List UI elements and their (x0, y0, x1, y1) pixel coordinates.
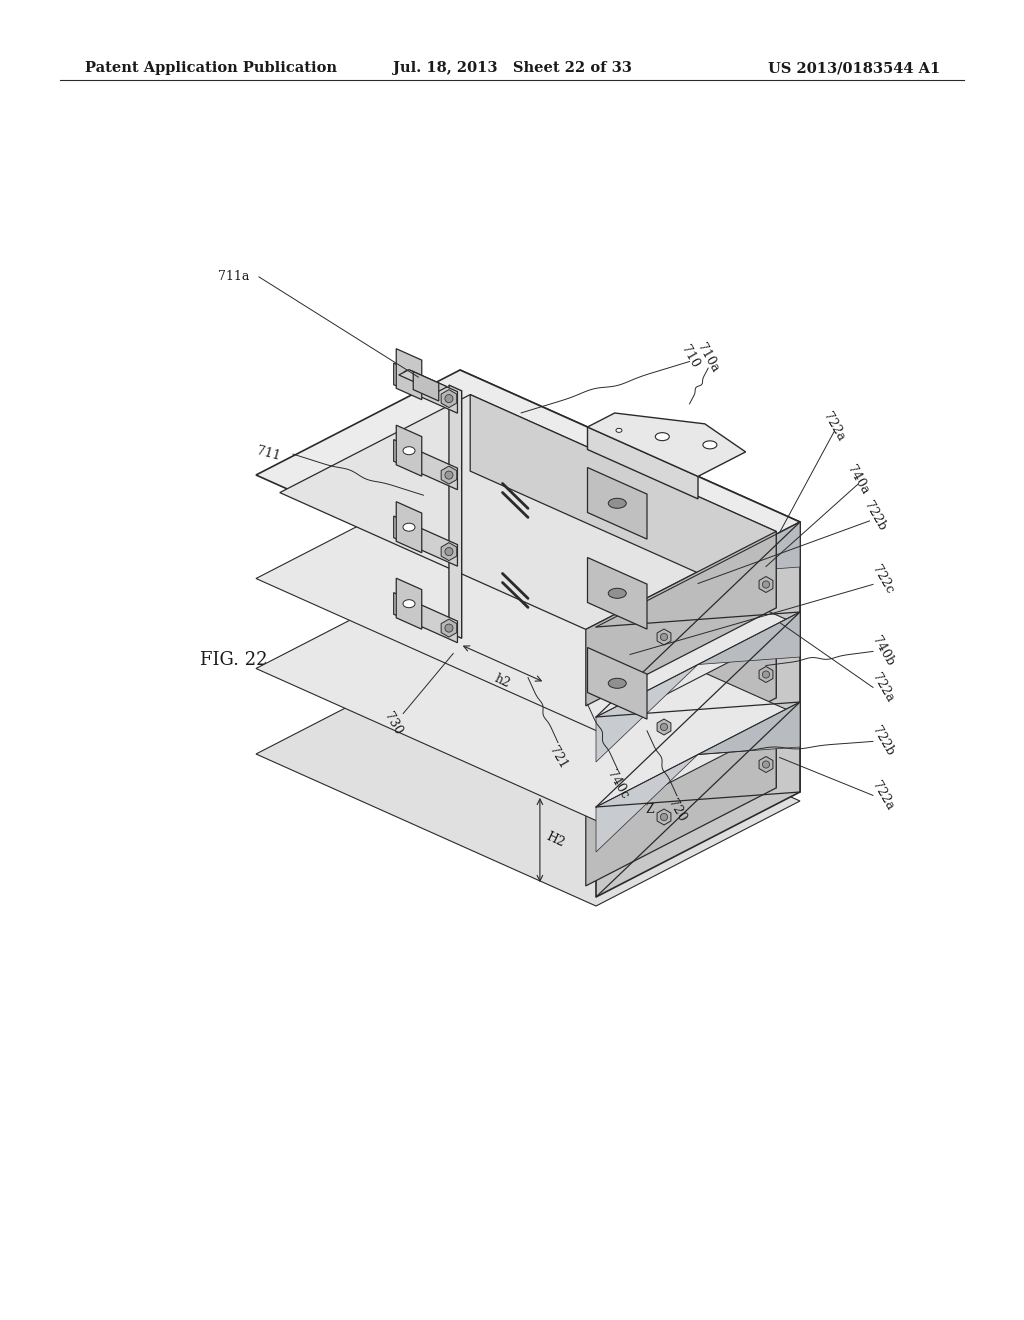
Text: 711a: 711a (218, 271, 250, 284)
Polygon shape (256, 564, 800, 821)
Polygon shape (657, 809, 671, 825)
Polygon shape (396, 578, 422, 630)
Text: 740c: 740c (604, 768, 631, 801)
Polygon shape (460, 370, 800, 792)
Polygon shape (596, 574, 698, 672)
Ellipse shape (608, 678, 627, 688)
Polygon shape (396, 348, 422, 400)
Ellipse shape (616, 429, 622, 433)
Polygon shape (393, 593, 458, 643)
Circle shape (444, 395, 453, 403)
Polygon shape (449, 385, 462, 639)
Text: FIG. 22: FIG. 22 (200, 651, 267, 669)
Text: Jul. 18, 2013   Sheet 22 of 33: Jul. 18, 2013 Sheet 22 of 33 (392, 61, 632, 75)
Ellipse shape (655, 433, 670, 441)
Circle shape (660, 813, 668, 821)
Text: Patent Application Publication: Patent Application Publication (85, 61, 337, 75)
Text: 710a: 710a (694, 342, 722, 375)
Polygon shape (441, 543, 457, 561)
Polygon shape (698, 521, 800, 574)
Polygon shape (470, 484, 776, 698)
Ellipse shape (702, 441, 717, 449)
Text: 721: 721 (547, 744, 569, 771)
Text: 711: 711 (255, 445, 282, 463)
Text: 722c: 722c (869, 562, 896, 595)
Text: 720: 720 (666, 797, 688, 824)
Circle shape (660, 723, 668, 730)
Polygon shape (393, 363, 458, 413)
Polygon shape (588, 467, 647, 539)
Text: 730: 730 (382, 710, 404, 737)
Polygon shape (588, 426, 698, 499)
Polygon shape (398, 370, 447, 392)
Ellipse shape (608, 498, 627, 508)
Polygon shape (280, 395, 776, 630)
Ellipse shape (403, 370, 415, 379)
Ellipse shape (403, 523, 415, 531)
Polygon shape (441, 389, 457, 408)
Circle shape (444, 548, 453, 556)
Polygon shape (441, 619, 457, 638)
Ellipse shape (403, 599, 415, 607)
Polygon shape (441, 466, 457, 484)
Circle shape (763, 581, 770, 589)
Polygon shape (586, 711, 776, 886)
Polygon shape (586, 622, 776, 796)
Polygon shape (280, 574, 776, 809)
Polygon shape (393, 440, 458, 490)
Circle shape (660, 634, 668, 640)
Polygon shape (698, 702, 800, 755)
Polygon shape (470, 395, 776, 609)
Text: US 2013/0183544 A1: US 2013/0183544 A1 (768, 61, 940, 75)
Polygon shape (588, 413, 745, 477)
Text: 722b: 722b (869, 725, 897, 759)
Polygon shape (280, 484, 776, 719)
Polygon shape (393, 516, 458, 566)
Text: Z: Z (646, 804, 654, 816)
Polygon shape (596, 664, 698, 762)
Polygon shape (657, 630, 671, 645)
Polygon shape (396, 425, 422, 477)
Circle shape (763, 760, 770, 768)
Polygon shape (759, 667, 773, 682)
Text: H2: H2 (544, 830, 566, 850)
Circle shape (444, 624, 453, 632)
Ellipse shape (608, 589, 627, 598)
Text: 710: 710 (678, 343, 701, 370)
Polygon shape (657, 719, 671, 735)
Polygon shape (414, 372, 438, 401)
Text: 740b: 740b (869, 635, 897, 668)
Polygon shape (396, 502, 422, 553)
Polygon shape (256, 474, 800, 730)
Text: 740a: 740a (844, 463, 871, 496)
Polygon shape (586, 532, 776, 706)
Polygon shape (470, 574, 776, 788)
Ellipse shape (403, 446, 415, 454)
Polygon shape (256, 370, 800, 627)
Polygon shape (759, 577, 773, 593)
Polygon shape (256, 649, 800, 906)
Polygon shape (588, 648, 647, 719)
Polygon shape (698, 612, 800, 664)
Polygon shape (596, 521, 800, 898)
Text: 722b: 722b (861, 499, 888, 533)
Polygon shape (759, 756, 773, 772)
Circle shape (763, 671, 770, 678)
Circle shape (444, 471, 453, 479)
Text: h2: h2 (493, 672, 512, 690)
Text: 722a: 722a (869, 779, 896, 812)
Text: 722a: 722a (869, 671, 896, 704)
Polygon shape (596, 755, 698, 851)
Text: 722a: 722a (820, 411, 848, 444)
Polygon shape (588, 557, 647, 630)
